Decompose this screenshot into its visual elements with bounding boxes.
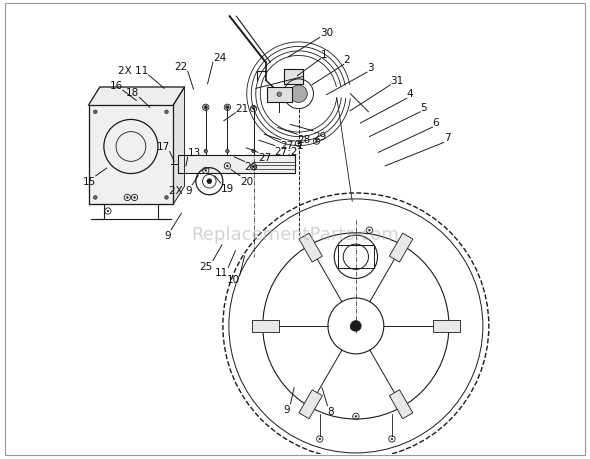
Circle shape: [205, 170, 206, 172]
FancyBboxPatch shape: [389, 234, 413, 263]
Circle shape: [107, 211, 109, 213]
Text: 22: 22: [175, 62, 188, 72]
Circle shape: [165, 111, 168, 114]
Circle shape: [227, 107, 228, 109]
FancyBboxPatch shape: [252, 320, 278, 332]
Circle shape: [290, 86, 307, 103]
Text: 6: 6: [432, 118, 439, 128]
Text: 13: 13: [188, 147, 201, 157]
Circle shape: [93, 196, 97, 200]
FancyBboxPatch shape: [299, 234, 322, 263]
Text: 26: 26: [244, 162, 258, 172]
Polygon shape: [88, 106, 173, 205]
Text: 27:2: 27:2: [275, 146, 298, 156]
Text: ReplacementParts.com: ReplacementParts.com: [191, 226, 399, 244]
Text: 11: 11: [215, 268, 228, 278]
Circle shape: [277, 93, 281, 97]
Text: 2: 2: [344, 56, 350, 65]
Circle shape: [133, 197, 136, 199]
Circle shape: [252, 150, 255, 153]
Polygon shape: [173, 88, 185, 205]
Circle shape: [298, 143, 300, 145]
Circle shape: [225, 106, 229, 110]
Text: 27: 27: [258, 153, 271, 163]
Circle shape: [205, 107, 206, 109]
Text: 9: 9: [284, 404, 290, 414]
Text: 21: 21: [235, 103, 249, 113]
Circle shape: [227, 166, 228, 168]
Circle shape: [253, 167, 254, 168]
Text: 17: 17: [156, 142, 170, 152]
Circle shape: [225, 150, 229, 153]
Polygon shape: [88, 88, 185, 106]
Text: 5: 5: [420, 102, 427, 112]
Circle shape: [350, 321, 361, 331]
Circle shape: [353, 327, 355, 329]
Polygon shape: [284, 70, 303, 84]
Circle shape: [391, 438, 393, 440]
Circle shape: [207, 179, 212, 184]
Circle shape: [126, 197, 128, 199]
Circle shape: [316, 141, 317, 143]
Text: 30: 30: [320, 28, 333, 38]
Polygon shape: [178, 155, 295, 173]
Circle shape: [319, 438, 321, 440]
Text: 27:1: 27:1: [281, 140, 304, 151]
FancyBboxPatch shape: [267, 87, 292, 103]
Circle shape: [252, 106, 255, 110]
Text: 18: 18: [126, 88, 139, 98]
Text: 3: 3: [367, 63, 373, 73]
FancyBboxPatch shape: [299, 390, 322, 419]
Circle shape: [204, 106, 208, 110]
Text: 9: 9: [165, 230, 171, 241]
Circle shape: [93, 111, 97, 114]
Circle shape: [355, 415, 357, 417]
FancyBboxPatch shape: [389, 390, 413, 419]
Circle shape: [369, 230, 371, 232]
Text: 28: 28: [297, 135, 310, 145]
Text: 2X 11: 2X 11: [118, 66, 149, 76]
Circle shape: [165, 196, 168, 200]
Text: 24: 24: [213, 53, 226, 63]
Text: 4: 4: [407, 89, 414, 99]
Text: 8: 8: [327, 406, 334, 416]
Text: 10: 10: [227, 274, 240, 285]
Text: 20: 20: [240, 176, 253, 186]
Text: 31: 31: [391, 76, 404, 85]
Circle shape: [253, 108, 254, 110]
Text: 25: 25: [199, 261, 213, 271]
Text: 2X 9: 2X 9: [169, 185, 192, 196]
Text: 29: 29: [313, 131, 326, 141]
Text: 16: 16: [110, 81, 123, 91]
Text: 15: 15: [83, 176, 96, 186]
Text: 1: 1: [321, 50, 327, 60]
Circle shape: [204, 150, 208, 153]
FancyBboxPatch shape: [433, 320, 460, 332]
Text: 7: 7: [444, 133, 450, 143]
Text: 19: 19: [221, 184, 234, 194]
